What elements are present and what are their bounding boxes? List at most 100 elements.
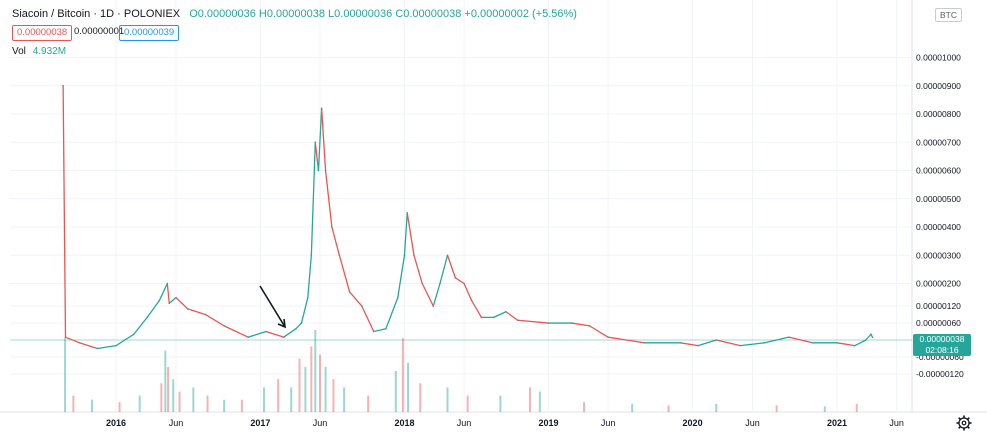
volume-bar xyxy=(823,406,826,412)
price-segment xyxy=(115,333,135,347)
price-segment xyxy=(204,313,225,327)
price-segment xyxy=(324,169,333,228)
volume-bar xyxy=(72,395,75,412)
volume-bar xyxy=(240,399,243,412)
x-tick-label: Jun xyxy=(169,418,184,428)
price-point xyxy=(295,327,297,330)
price-point xyxy=(96,347,99,350)
price-point xyxy=(865,339,867,341)
price-segment xyxy=(854,339,867,347)
volume-label: Vol xyxy=(12,46,26,57)
price-point xyxy=(439,282,441,285)
price-point xyxy=(187,308,189,310)
price-segment xyxy=(446,254,457,279)
price-segment xyxy=(588,325,609,338)
y-tick-label: 0.00000200 xyxy=(916,279,961,289)
x-tick-label: 2020 xyxy=(683,418,703,428)
x-tick-label: 2018 xyxy=(394,418,414,428)
price-segment xyxy=(187,308,207,316)
currency-badge[interactable]: BTC xyxy=(935,8,962,22)
price-point xyxy=(463,282,465,285)
price-segment xyxy=(310,141,316,256)
y-tick-label: 0.00000600 xyxy=(916,166,961,176)
volume-value: 4.932M xyxy=(32,46,67,57)
volume-legend: Vol 4.932M xyxy=(12,46,66,57)
price-point xyxy=(406,212,409,214)
price-point xyxy=(282,336,285,338)
price-segment xyxy=(314,141,320,172)
y-tick-label: 0.00000700 xyxy=(916,137,961,147)
price-segment xyxy=(454,277,465,285)
price-point xyxy=(331,226,333,228)
volume-bar xyxy=(528,387,531,412)
price-segment xyxy=(64,336,81,344)
price-point xyxy=(403,254,406,257)
price-point xyxy=(320,107,323,110)
price-segment xyxy=(470,299,483,319)
price-segment xyxy=(320,107,327,172)
price-segment xyxy=(432,282,441,307)
price-segment xyxy=(406,212,415,256)
price-point xyxy=(413,254,415,257)
volume-bar xyxy=(160,383,163,412)
volume-bar xyxy=(172,379,175,412)
price-point xyxy=(870,333,872,336)
volume-bars xyxy=(64,330,858,412)
price-point xyxy=(454,277,457,279)
price-point xyxy=(132,333,135,336)
price-segment xyxy=(403,212,408,256)
price-point xyxy=(338,254,341,257)
x-tick-label: Jun xyxy=(745,418,760,428)
price-segment xyxy=(79,342,99,350)
volume-bar xyxy=(290,387,293,412)
volume-bar xyxy=(298,358,301,412)
price-segment xyxy=(175,296,189,310)
spread-value: 0.00000001 xyxy=(74,26,125,37)
price-point xyxy=(361,305,363,307)
volume-bar xyxy=(262,387,265,412)
x-tick-label: Jun xyxy=(457,418,472,428)
y-tick-label: -0.00000060 xyxy=(916,352,964,362)
price-point xyxy=(62,84,64,87)
y-tick-label: 0.00000500 xyxy=(916,194,961,204)
volume-bar xyxy=(394,371,397,412)
bar-countdown: 02:08:16 xyxy=(925,345,959,355)
price-axis[interactable]: 0.00001000 0.00000900 0.00000800 0.00000700… xyxy=(916,53,964,379)
price-segment xyxy=(317,107,323,172)
price-point xyxy=(470,299,473,302)
price-point xyxy=(372,330,375,333)
price-point xyxy=(175,296,177,299)
volume-bar xyxy=(118,402,121,412)
volume-bar xyxy=(419,383,422,412)
volume-bar xyxy=(855,403,858,412)
volume-bar xyxy=(304,366,307,412)
gear-icon[interactable] xyxy=(955,414,973,432)
price-point xyxy=(146,316,148,319)
price-segment xyxy=(715,339,741,347)
time-axis[interactable]: 2016 Jun 2017 Jun 2018 Jun 2019 Jun 2020 Jun 2021 J… xyxy=(106,418,904,428)
price-point xyxy=(348,291,351,293)
volume-bar xyxy=(667,405,670,412)
price-segment xyxy=(607,336,646,344)
buy-price-button[interactable]: 0.00000039 xyxy=(119,25,180,41)
sell-price-button[interactable]: 0.00000038 xyxy=(12,25,73,41)
price-segment xyxy=(865,333,872,341)
current-price-badge: 0.00000038 02:08:16 xyxy=(913,334,971,356)
y-tick-label: 0.00000300 xyxy=(916,250,961,260)
price-segment xyxy=(146,299,161,319)
price-point xyxy=(396,296,399,299)
price-segment xyxy=(223,325,249,338)
x-tick-label: 2021 xyxy=(827,418,847,428)
price-segment xyxy=(763,336,790,344)
arrow-icon[interactable] xyxy=(259,285,286,329)
volume-bar xyxy=(446,387,449,412)
price-segment xyxy=(739,342,766,347)
price-point xyxy=(223,325,225,327)
volume-bar xyxy=(90,399,93,412)
symbol-title[interactable]: Siacoin / Bitcoin · 1D · POLONIEX xyxy=(12,8,181,20)
volume-bar xyxy=(310,346,313,412)
volume-bar xyxy=(343,387,346,412)
volume-bar xyxy=(538,391,541,412)
